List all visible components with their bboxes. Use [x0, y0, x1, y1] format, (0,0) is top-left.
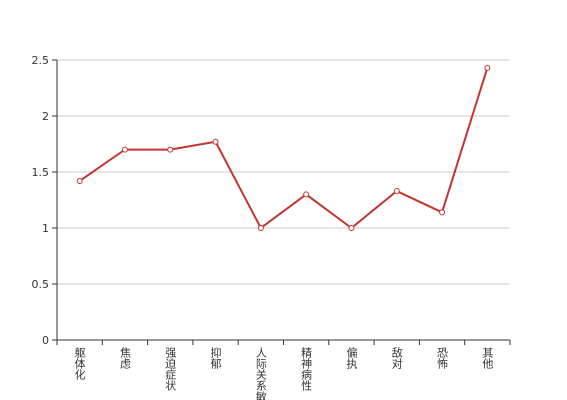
point [484, 64, 491, 71]
x-tick-label: 抑郁 [209, 346, 222, 369]
point [121, 146, 128, 153]
point [167, 146, 174, 153]
point [439, 209, 446, 216]
x-tick-label: 躯体化 [73, 347, 86, 381]
x-tick-label: 恐怖 [436, 347, 449, 369]
x-tick-label: 精神病性 [300, 347, 313, 392]
point [212, 138, 219, 145]
point [393, 188, 400, 195]
y-tick-label: 2 [42, 110, 49, 123]
point [257, 225, 264, 231]
x-tick-label: 敌对 [390, 346, 403, 369]
y-tick-label: 2.5 [32, 54, 50, 67]
y-tick-label: 1 [42, 222, 49, 235]
y-tick-label: 0.5 [32, 278, 50, 291]
x-tick-label: 焦虑 [118, 347, 131, 369]
point [348, 225, 355, 231]
x-tick-label: 人际关系敏感 [254, 347, 267, 400]
point [76, 177, 83, 184]
line [79, 67, 489, 230]
x-tick-label: 偏执 [345, 346, 358, 370]
point [303, 191, 310, 198]
x-tick-label: 其他 [481, 347, 494, 369]
y-tick-label: 1.5 [32, 166, 50, 179]
y-tick-label: 0 [42, 334, 49, 347]
x-tick-label: 强迫症状 [164, 347, 177, 391]
